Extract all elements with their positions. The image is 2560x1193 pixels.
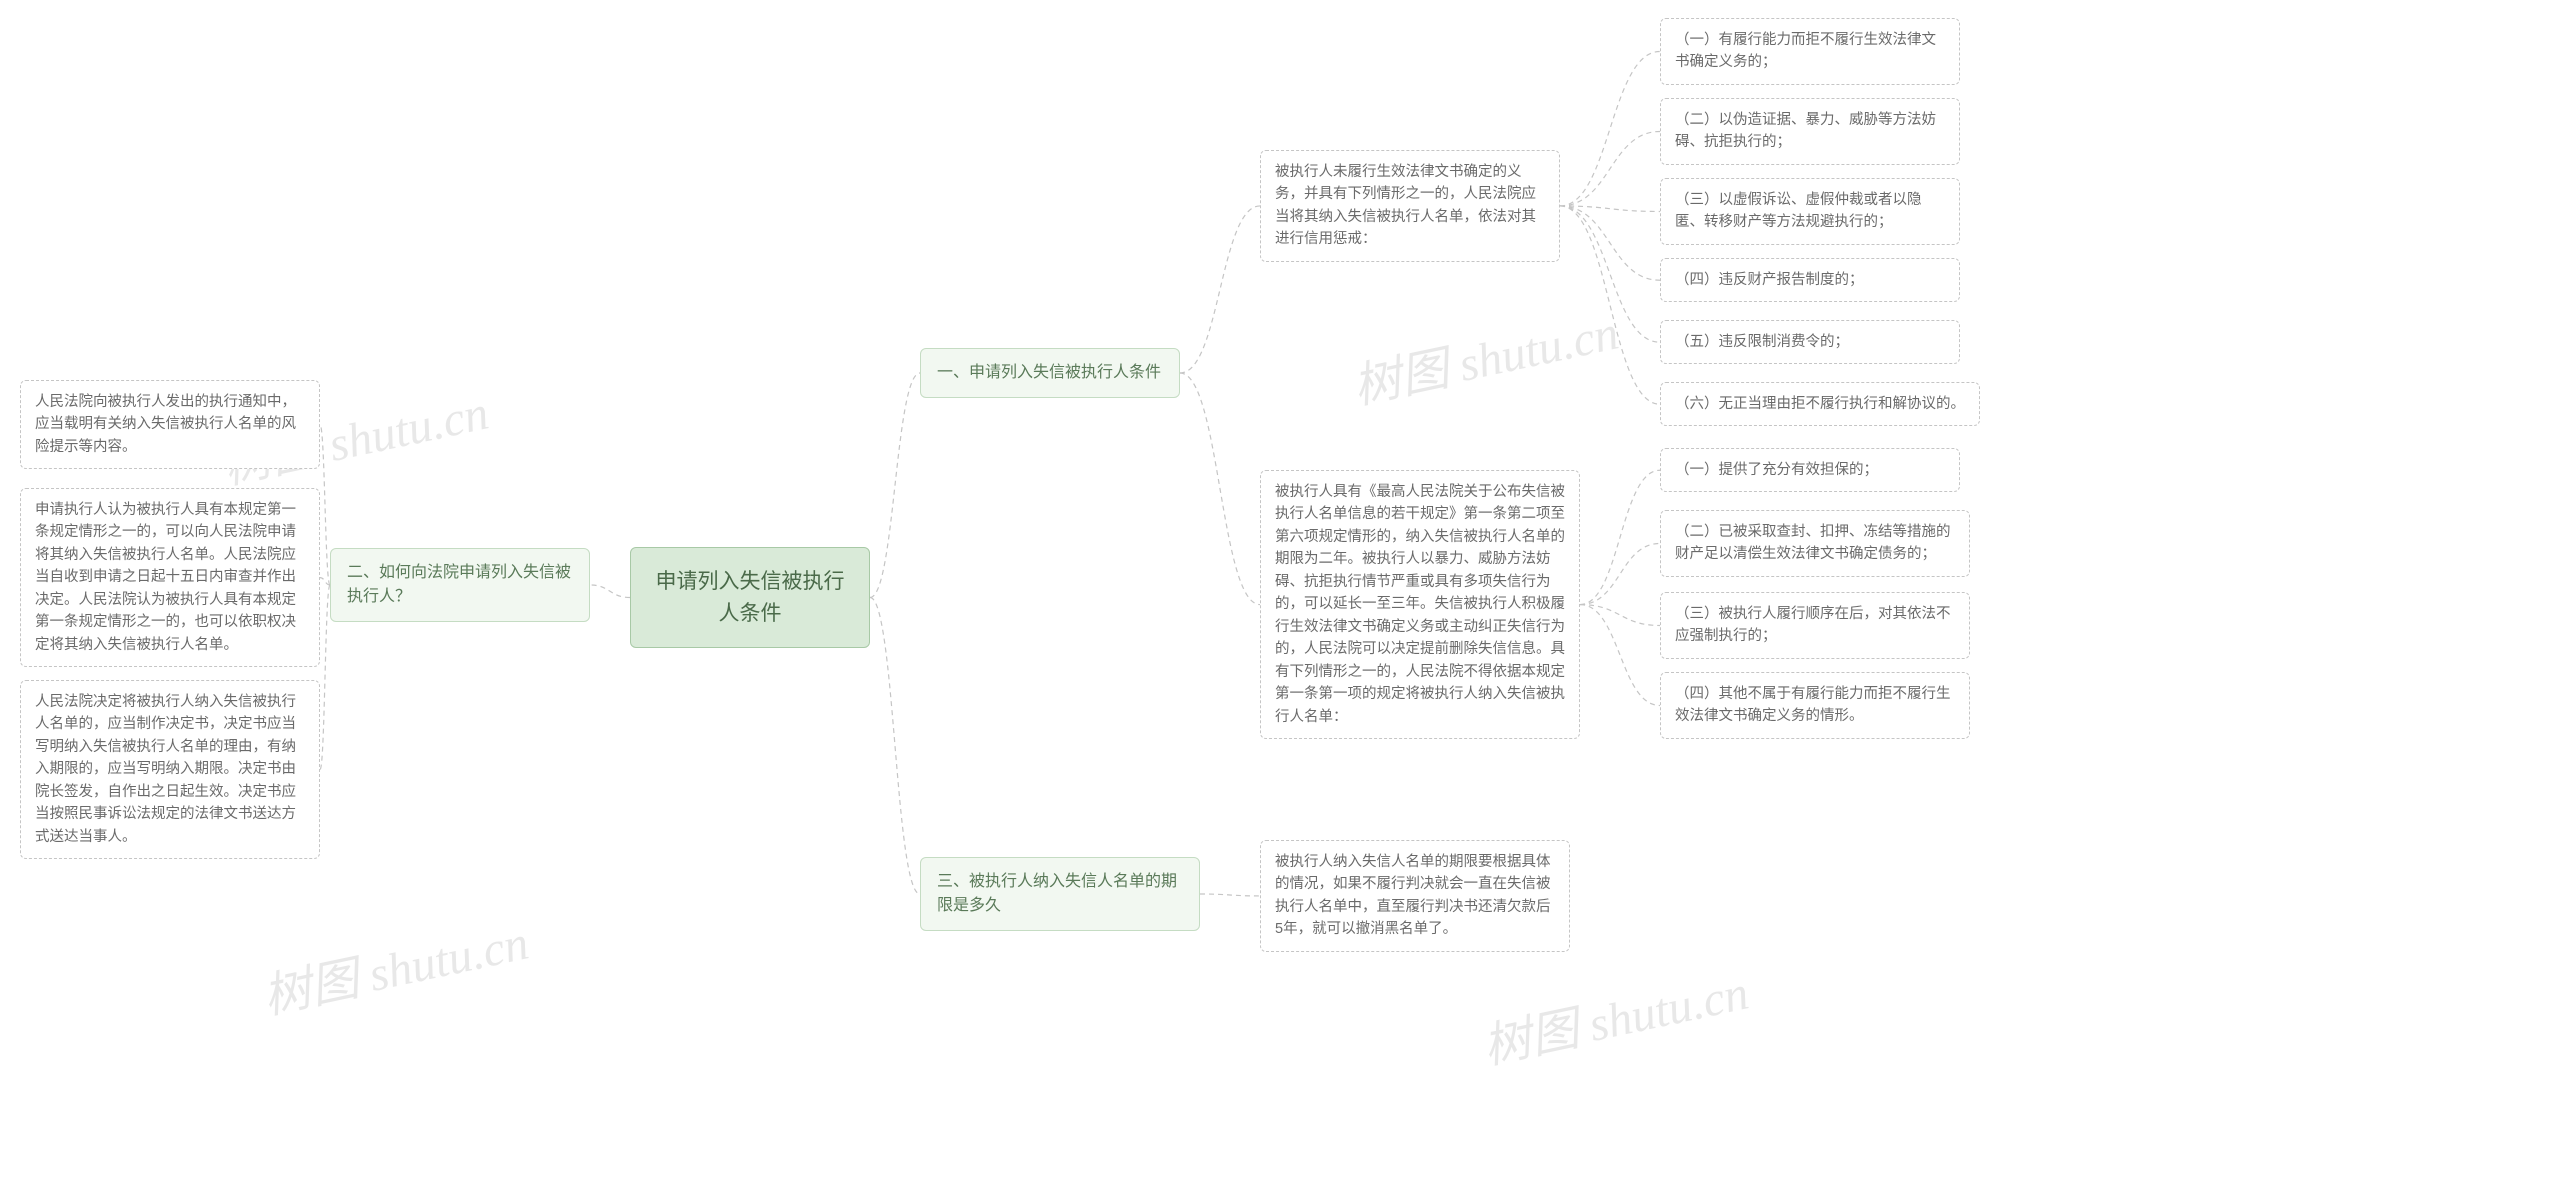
leaf-b1b-0: （一）提供了充分有效担保的；	[1660, 448, 1960, 492]
branch-3: 三、被执行人纳入失信人名单的期限是多久	[920, 857, 1200, 931]
leaf-b1a-2: （三）以虚假诉讼、虚假仲裁或者以隐匿、转移财产等方法规避执行的；	[1660, 178, 1960, 245]
leaf-b1b-1: （二）已被采取查封、扣押、冻结等措施的财产足以清偿生效法律文书确定债务的；	[1660, 510, 1970, 577]
mid-1b: 被执行人具有《最高人民法院关于公布失信被执行人名单信息的若干规定》第一条第二项至…	[1260, 470, 1580, 739]
leaf-b1a-0: （一）有履行能力而拒不履行生效法律文书确定义务的；	[1660, 18, 1960, 85]
leaf-b1b-3: （四）其他不属于有履行能力而拒不履行生效法律文书确定义务的情形。	[1660, 672, 1970, 739]
leaf-b1a-5: （六）无正当理由拒不履行执行和解协议的。	[1660, 382, 1980, 426]
watermark: 树图 shutu.cn	[1476, 953, 1754, 1077]
center-node: 申请列入失信被执行人条件	[630, 547, 870, 648]
leaf-b2-1: 申请执行人认为被执行人具有本规定第一条规定情形之一的，可以向人民法院申请将其纳入…	[20, 488, 320, 667]
leaf-b1b-2: （三）被执行人履行顺序在后，对其依法不应强制执行的；	[1660, 592, 1970, 659]
leaf-b3-0: 被执行人纳入失信人名单的期限要根据具体的情况，如果不履行判决就会一直在失信被执行…	[1260, 840, 1570, 952]
branch-1: 一、申请列入失信被执行人条件	[920, 348, 1180, 398]
leaf-b1a-1: （二）以伪造证据、暴力、威胁等方法妨碍、抗拒执行的；	[1660, 98, 1960, 165]
leaf-b2-0: 人民法院向被执行人发出的执行通知中，应当载明有关纳入失信被执行人名单的风险提示等…	[20, 380, 320, 469]
branch-2: 二、如何向法院申请列入失信被执行人？	[330, 548, 590, 622]
leaf-b1a-4: （五）违反限制消费令的；	[1660, 320, 1960, 364]
watermark: 树图 shutu.cn	[256, 903, 534, 1027]
mid-1a: 被执行人未履行生效法律文书确定的义务，并具有下列情形之一的，人民法院应当将其纳入…	[1260, 150, 1560, 262]
leaf-b2-2: 人民法院决定将被执行人纳入失信被执行人名单的，应当制作决定书，决定书应当写明纳入…	[20, 680, 320, 859]
watermark: 树图 shutu.cn	[1346, 293, 1624, 417]
leaf-b1a-3: （四）违反财产报告制度的；	[1660, 258, 1960, 302]
